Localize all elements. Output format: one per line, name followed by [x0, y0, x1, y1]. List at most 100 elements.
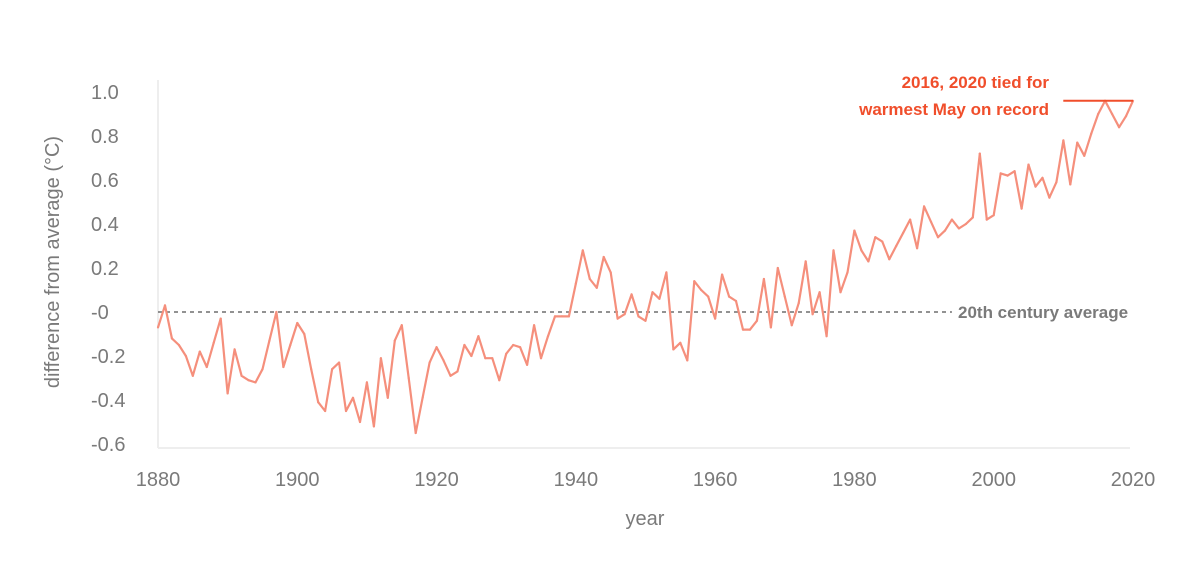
data-point-1968 — [769, 326, 772, 329]
data-point-1971 — [790, 324, 793, 327]
data-point-1880 — [156, 326, 160, 329]
data-point-1954 — [672, 348, 675, 351]
data-point-1957 — [693, 280, 696, 283]
data-point-1895 — [261, 368, 264, 371]
data-point-2014 — [1090, 132, 1093, 135]
data-point-1893 — [247, 379, 250, 382]
data-point-1974 — [811, 313, 814, 316]
data-point-1939 — [567, 315, 570, 318]
data-point-1977 — [832, 249, 835, 252]
data-point-1892 — [240, 374, 243, 377]
data-point-1990 — [922, 205, 926, 208]
data-point-2012 — [1076, 141, 1079, 144]
data-point-1976 — [825, 335, 828, 338]
series-line — [156, 99, 1135, 435]
data-point-1983 — [874, 236, 877, 239]
data-point-1961 — [721, 273, 724, 276]
y-tick-label: -0 — [91, 302, 109, 324]
data-point-2002 — [1006, 174, 1009, 177]
data-point-2017 — [1111, 112, 1114, 116]
data-point-1927 — [484, 357, 487, 360]
data-point-1921 — [442, 359, 445, 362]
data-point-1952 — [658, 297, 661, 300]
data-point-1881 — [163, 304, 167, 307]
data-point-1964 — [741, 328, 745, 331]
x-tick-labels: 1880 1900 1920 1940 1960 1980 2000 2020 — [136, 469, 1156, 491]
series-points — [156, 99, 1135, 435]
data-point-2018 — [1117, 126, 1121, 129]
data-point-2006 — [1034, 185, 1037, 188]
data-point-1911 — [372, 425, 375, 428]
data-point-1938 — [560, 315, 564, 318]
data-point-1900 — [296, 321, 299, 325]
data-point-1947 — [623, 313, 626, 316]
data-point-1944 — [602, 255, 605, 259]
data-point-1918 — [421, 396, 424, 399]
data-point-1916 — [407, 376, 410, 380]
y-tick-label: -0.6 — [91, 434, 125, 456]
x-tick-label: 1900 — [275, 469, 320, 491]
data-point-1934 — [532, 324, 536, 327]
data-point-1891 — [233, 348, 236, 351]
data-point-2019 — [1124, 115, 1128, 118]
data-point-1936 — [546, 335, 550, 338]
data-point-1943 — [595, 286, 598, 289]
y-tick-label: -0.4 — [91, 390, 125, 412]
data-point-1999 — [985, 218, 988, 221]
data-point-1884 — [184, 354, 187, 358]
data-point-2013 — [1083, 154, 1086, 157]
data-point-1885 — [191, 374, 194, 377]
data-point-1969 — [776, 266, 779, 270]
data-point-2000 — [992, 214, 995, 217]
x-axis-title: year — [626, 508, 665, 530]
data-point-1992 — [936, 236, 940, 239]
data-point-1982 — [867, 260, 870, 263]
data-point-1962 — [727, 295, 731, 298]
data-point-1970 — [783, 295, 786, 298]
data-point-1997 — [971, 216, 974, 219]
data-point-1978 — [839, 291, 842, 294]
data-point-1948 — [630, 293, 633, 296]
data-point-1926 — [477, 335, 480, 338]
data-point-1882 — [170, 337, 174, 340]
data-point-1959 — [707, 295, 710, 298]
data-point-1950 — [644, 319, 647, 322]
data-point-1917 — [414, 431, 417, 435]
data-point-1972 — [797, 302, 800, 305]
data-point-1929 — [498, 379, 501, 382]
data-point-1960 — [714, 317, 717, 320]
axes — [157, 80, 1130, 449]
data-point-1979 — [846, 271, 849, 274]
data-point-1940 — [574, 282, 577, 285]
data-point-1953 — [665, 271, 668, 274]
data-point-1998 — [978, 152, 981, 155]
data-point-2008 — [1048, 196, 1051, 199]
data-point-1973 — [804, 260, 807, 263]
data-point-1949 — [637, 315, 640, 318]
x-tick-label: 1980 — [832, 469, 877, 491]
data-point-1894 — [254, 381, 257, 384]
reference-line-label: 20th century average — [958, 303, 1128, 322]
data-point-1890 — [226, 392, 229, 395]
data-point-1897 — [275, 310, 278, 314]
data-point-1988 — [909, 218, 912, 221]
annotation-text-line-2: warmest May on record — [858, 100, 1049, 119]
data-point-2011 — [1069, 183, 1072, 186]
annotation-text-line-1: 2016, 2020 tied for — [902, 73, 1050, 92]
data-point-1937 — [553, 315, 557, 318]
data-point-1951 — [651, 291, 654, 294]
data-point-2001 — [999, 172, 1002, 175]
data-point-2007 — [1041, 176, 1044, 179]
data-point-1941 — [581, 249, 584, 252]
data-point-1993 — [943, 229, 947, 232]
data-point-1922 — [449, 374, 452, 377]
data-point-1991 — [929, 220, 933, 223]
y-tick-label: 0.6 — [91, 170, 119, 192]
data-point-1956 — [686, 359, 689, 362]
data-point-1935 — [539, 357, 543, 360]
data-point-1994 — [950, 218, 954, 221]
data-point-1899 — [289, 343, 292, 347]
data-point-1930 — [505, 352, 508, 355]
data-point-1915 — [400, 324, 403, 327]
